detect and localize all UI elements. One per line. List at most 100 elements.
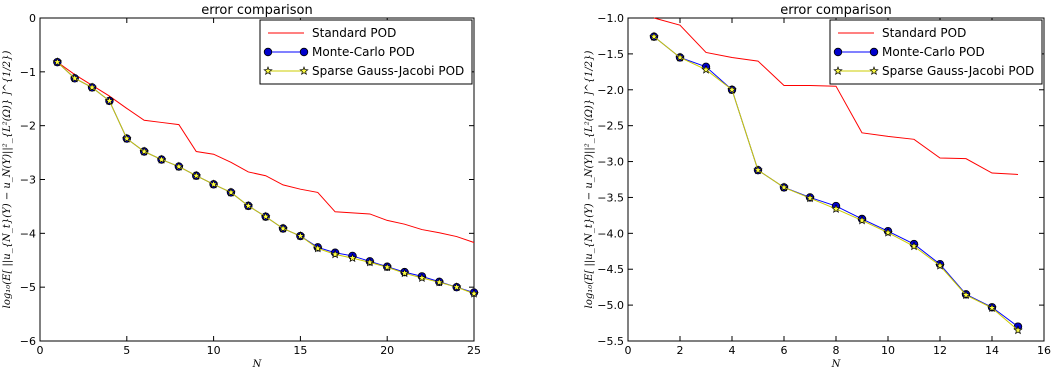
legend-marker — [869, 66, 879, 76]
data-point — [399, 268, 410, 278]
data-point — [208, 179, 219, 189]
x-tick-label: 10 — [207, 344, 221, 357]
x-tick-label: 25 — [467, 344, 481, 357]
x-tick-label: 4 — [729, 344, 736, 357]
series-standard-pod — [653, 17, 1019, 175]
data-point — [174, 161, 184, 171]
y-axis: −1.0 −1.5 −2.0 −2.5 −3.0 −3.5 −4.0 −4.5 −5.0 −5.5… — [584, 12, 1044, 348]
data-point — [451, 282, 462, 292]
data-point — [753, 165, 763, 175]
x-tick-label: 2 — [677, 344, 684, 357]
data-point — [313, 243, 323, 253]
legend-marker — [263, 47, 273, 57]
chart-1: error comparison 0 5 10 15 20 25 N 0 −1 −2 −3 −4 −5 −6… — [2, 3, 481, 370]
y-tick-label: −2.0 — [597, 84, 624, 97]
y-tick-label: −1 — [20, 66, 36, 79]
data-point — [69, 73, 80, 83]
data-point — [434, 277, 445, 287]
data-point — [139, 146, 149, 156]
x-tick-label: 10 — [881, 344, 895, 357]
y-tick-label: −4.0 — [597, 227, 624, 240]
data-point — [191, 170, 201, 180]
data-point — [805, 193, 815, 203]
y-tick-label: −6 — [20, 335, 36, 348]
x-tick-label: 12 — [933, 344, 947, 357]
chart-title: error comparison — [780, 3, 892, 18]
data-point — [417, 273, 427, 283]
data-point — [1013, 325, 1023, 335]
data-point — [382, 262, 392, 272]
x-tick-label: 0 — [37, 344, 44, 357]
y-axis: 0 −1 −2 −3 −4 −5 −6 log₁₀(E[ ||u_{N_t}(Y) − u_N… — [2, 12, 474, 348]
series-line — [653, 17, 1019, 175]
y-tick-label: −5 — [20, 281, 36, 294]
legend-marker — [263, 66, 273, 76]
data-point — [649, 31, 659, 41]
y-tick-label: 0 — [29, 12, 36, 25]
data-point — [347, 253, 358, 263]
x-tick-label: 15 — [293, 344, 307, 357]
data-point — [365, 257, 375, 267]
legend-label: Standard POD — [882, 26, 966, 40]
data-point — [675, 52, 685, 62]
y-tick-label: −4.5 — [597, 263, 624, 276]
x-axis: 0 5 10 15 20 25 N — [37, 18, 481, 370]
y-axis-label: log₁₀(E[ ||u_{N_t}(Y) − u_N(Y)||²_{L²(Ω)… — [2, 51, 13, 309]
y-tick-label: −1.0 — [597, 12, 624, 25]
y-tick-label: −3.0 — [597, 156, 624, 169]
legend-label: Sparse Gauss-Jacobi POD — [312, 64, 464, 78]
x-tick-label: 0 — [625, 344, 632, 357]
data-point — [278, 223, 288, 233]
legend-marker — [869, 47, 879, 57]
data-point — [330, 249, 340, 259]
legend-label: Monte-Carlo POD — [312, 45, 415, 59]
data-point — [260, 211, 271, 221]
data-point — [87, 82, 97, 92]
legend: Standard POD Monte-Carlo POD Sparse Gauss-… — [259, 19, 473, 85]
y-tick-label: −1.5 — [597, 48, 624, 61]
x-tick-label: 8 — [833, 344, 840, 357]
y-axis-label: log₁₀(E[ ||u_{N_t}(Y) − u_N(Y)||²_{L²(Ω)… — [584, 51, 595, 309]
data-point — [961, 290, 971, 300]
legend-label: Sparse Gauss-Jacobi POD — [882, 64, 1034, 78]
data-point — [883, 227, 893, 237]
data-point — [779, 182, 789, 192]
series-standard-pod — [57, 61, 475, 243]
legend-label: Standard POD — [312, 26, 396, 40]
series-line — [57, 61, 475, 243]
data-point — [831, 203, 841, 213]
y-tick-label: −2 — [20, 120, 36, 133]
legend-marker — [833, 66, 843, 76]
data-point — [857, 215, 867, 225]
legend-marker — [833, 47, 843, 57]
y-tick-label: −4 — [20, 227, 36, 240]
y-tick-label: −3 — [20, 174, 36, 187]
y-tick-label: −3.5 — [597, 191, 624, 204]
x-axis-label: N — [831, 359, 842, 370]
series-sparse-gauss-jacobi-pod — [52, 57, 479, 298]
x-tick-label: 16 — [1037, 344, 1051, 357]
legend-label: Monte-Carlo POD — [882, 45, 985, 59]
chart-title: error comparison — [201, 3, 313, 18]
data-point — [701, 64, 711, 74]
x-tick-label: 14 — [985, 344, 999, 357]
chart-2: error comparison 0 2 4 6 8 10 12 14 16 N −1.0 −1.5 −2… — [584, 3, 1051, 370]
data-point — [935, 260, 945, 270]
data-point — [727, 84, 737, 94]
x-tick-label: 5 — [123, 344, 130, 357]
legend-marker — [299, 66, 309, 76]
data-point — [243, 200, 254, 210]
y-tick-label: −5.5 — [597, 335, 624, 348]
x-tick-label: 20 — [380, 344, 394, 357]
x-tick-label: 6 — [781, 344, 788, 357]
legend: Standard POD Monte-Carlo POD Sparse Gauss-… — [829, 19, 1043, 85]
y-tick-label: −2.5 — [597, 120, 624, 133]
y-tick-label: −5.0 — [597, 299, 624, 312]
data-point — [295, 231, 306, 241]
data-point — [909, 241, 919, 251]
series-sparse-gauss-jacobi-pod — [649, 31, 1023, 335]
legend-marker — [299, 47, 309, 57]
data-point — [226, 187, 236, 197]
data-point — [987, 302, 997, 313]
